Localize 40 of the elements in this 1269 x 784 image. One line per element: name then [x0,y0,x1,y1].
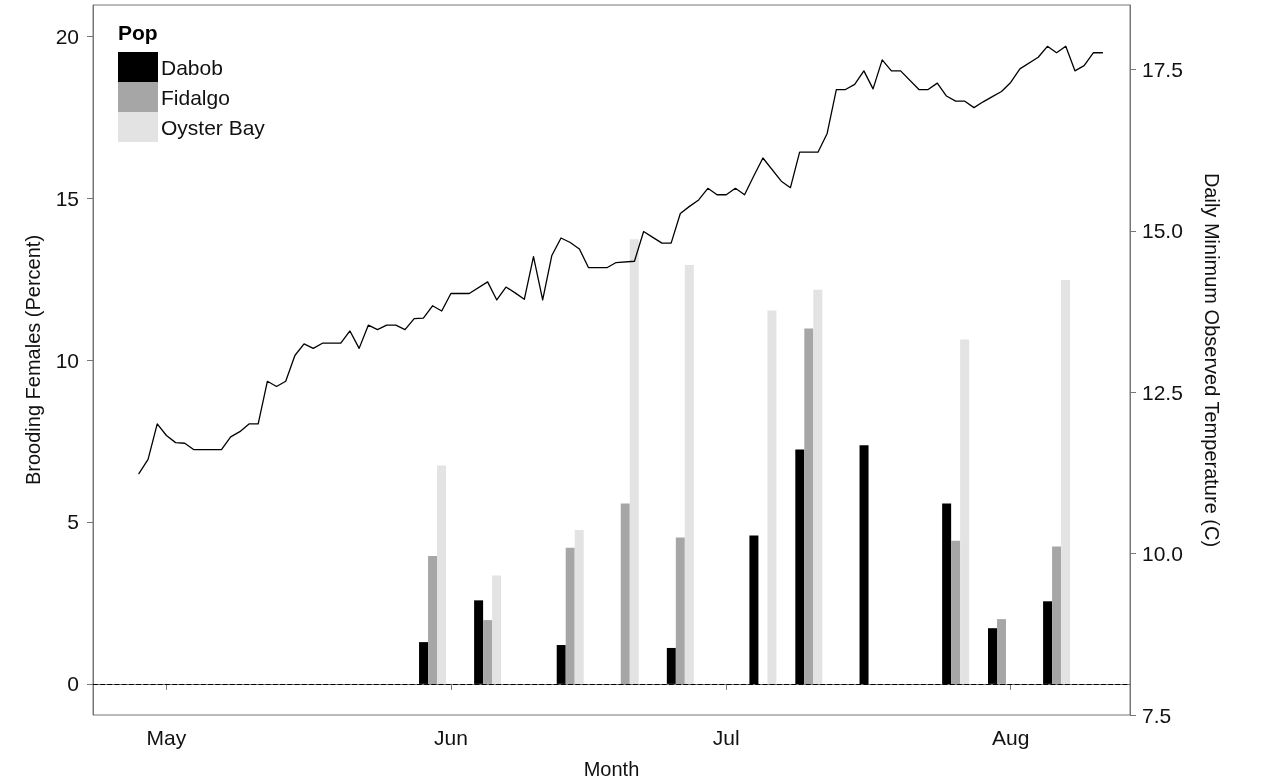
bar [1061,280,1071,684]
y-tick-label: 15 [55,186,79,210]
legend-label: Fidalgo [161,85,230,109]
y2-tick-label: 15.0 [1142,219,1183,243]
bar [951,540,961,684]
bar [483,620,493,684]
bar [813,289,823,684]
legend-label: Dabob [161,55,223,79]
y2-tick-label: 12.5 [1142,380,1183,404]
legend-label: Oyster Bay [161,115,266,139]
bar [804,328,814,684]
bar [997,619,1007,684]
y2-tick-label: 7.5 [1142,703,1172,727]
bar [629,239,639,684]
bar [767,310,777,684]
legend-title: Pop [118,21,158,44]
bar [492,575,502,684]
y-tick-label: 20 [55,24,79,48]
bar [565,547,575,684]
y-axis-title: Brooding Females (Percent) [22,234,44,486]
y2-tick-label: 17.5 [1142,58,1183,82]
x-tick-label: May [146,726,187,749]
bar [437,465,447,684]
bar [675,537,685,684]
y-tick-label: 5 [67,510,79,534]
y-tick-label: 10 [55,348,79,372]
bar [684,265,694,684]
line-series [138,45,1104,475]
bar [960,339,970,684]
x-tick-label: Jun [433,726,468,749]
bar [574,530,584,684]
y-tick-label: 0 [67,672,79,696]
x-axis-title: Month [583,758,640,780]
x-tick-label: Jul [712,726,740,749]
y2-axis-title: Daily Minimum Observed Temperature (C) [1201,172,1223,548]
x-tick-label: Aug [992,726,1030,749]
bar [620,503,630,684]
bar [1052,546,1062,684]
bar [428,555,438,684]
y2-tick-label: 10.0 [1142,542,1183,566]
